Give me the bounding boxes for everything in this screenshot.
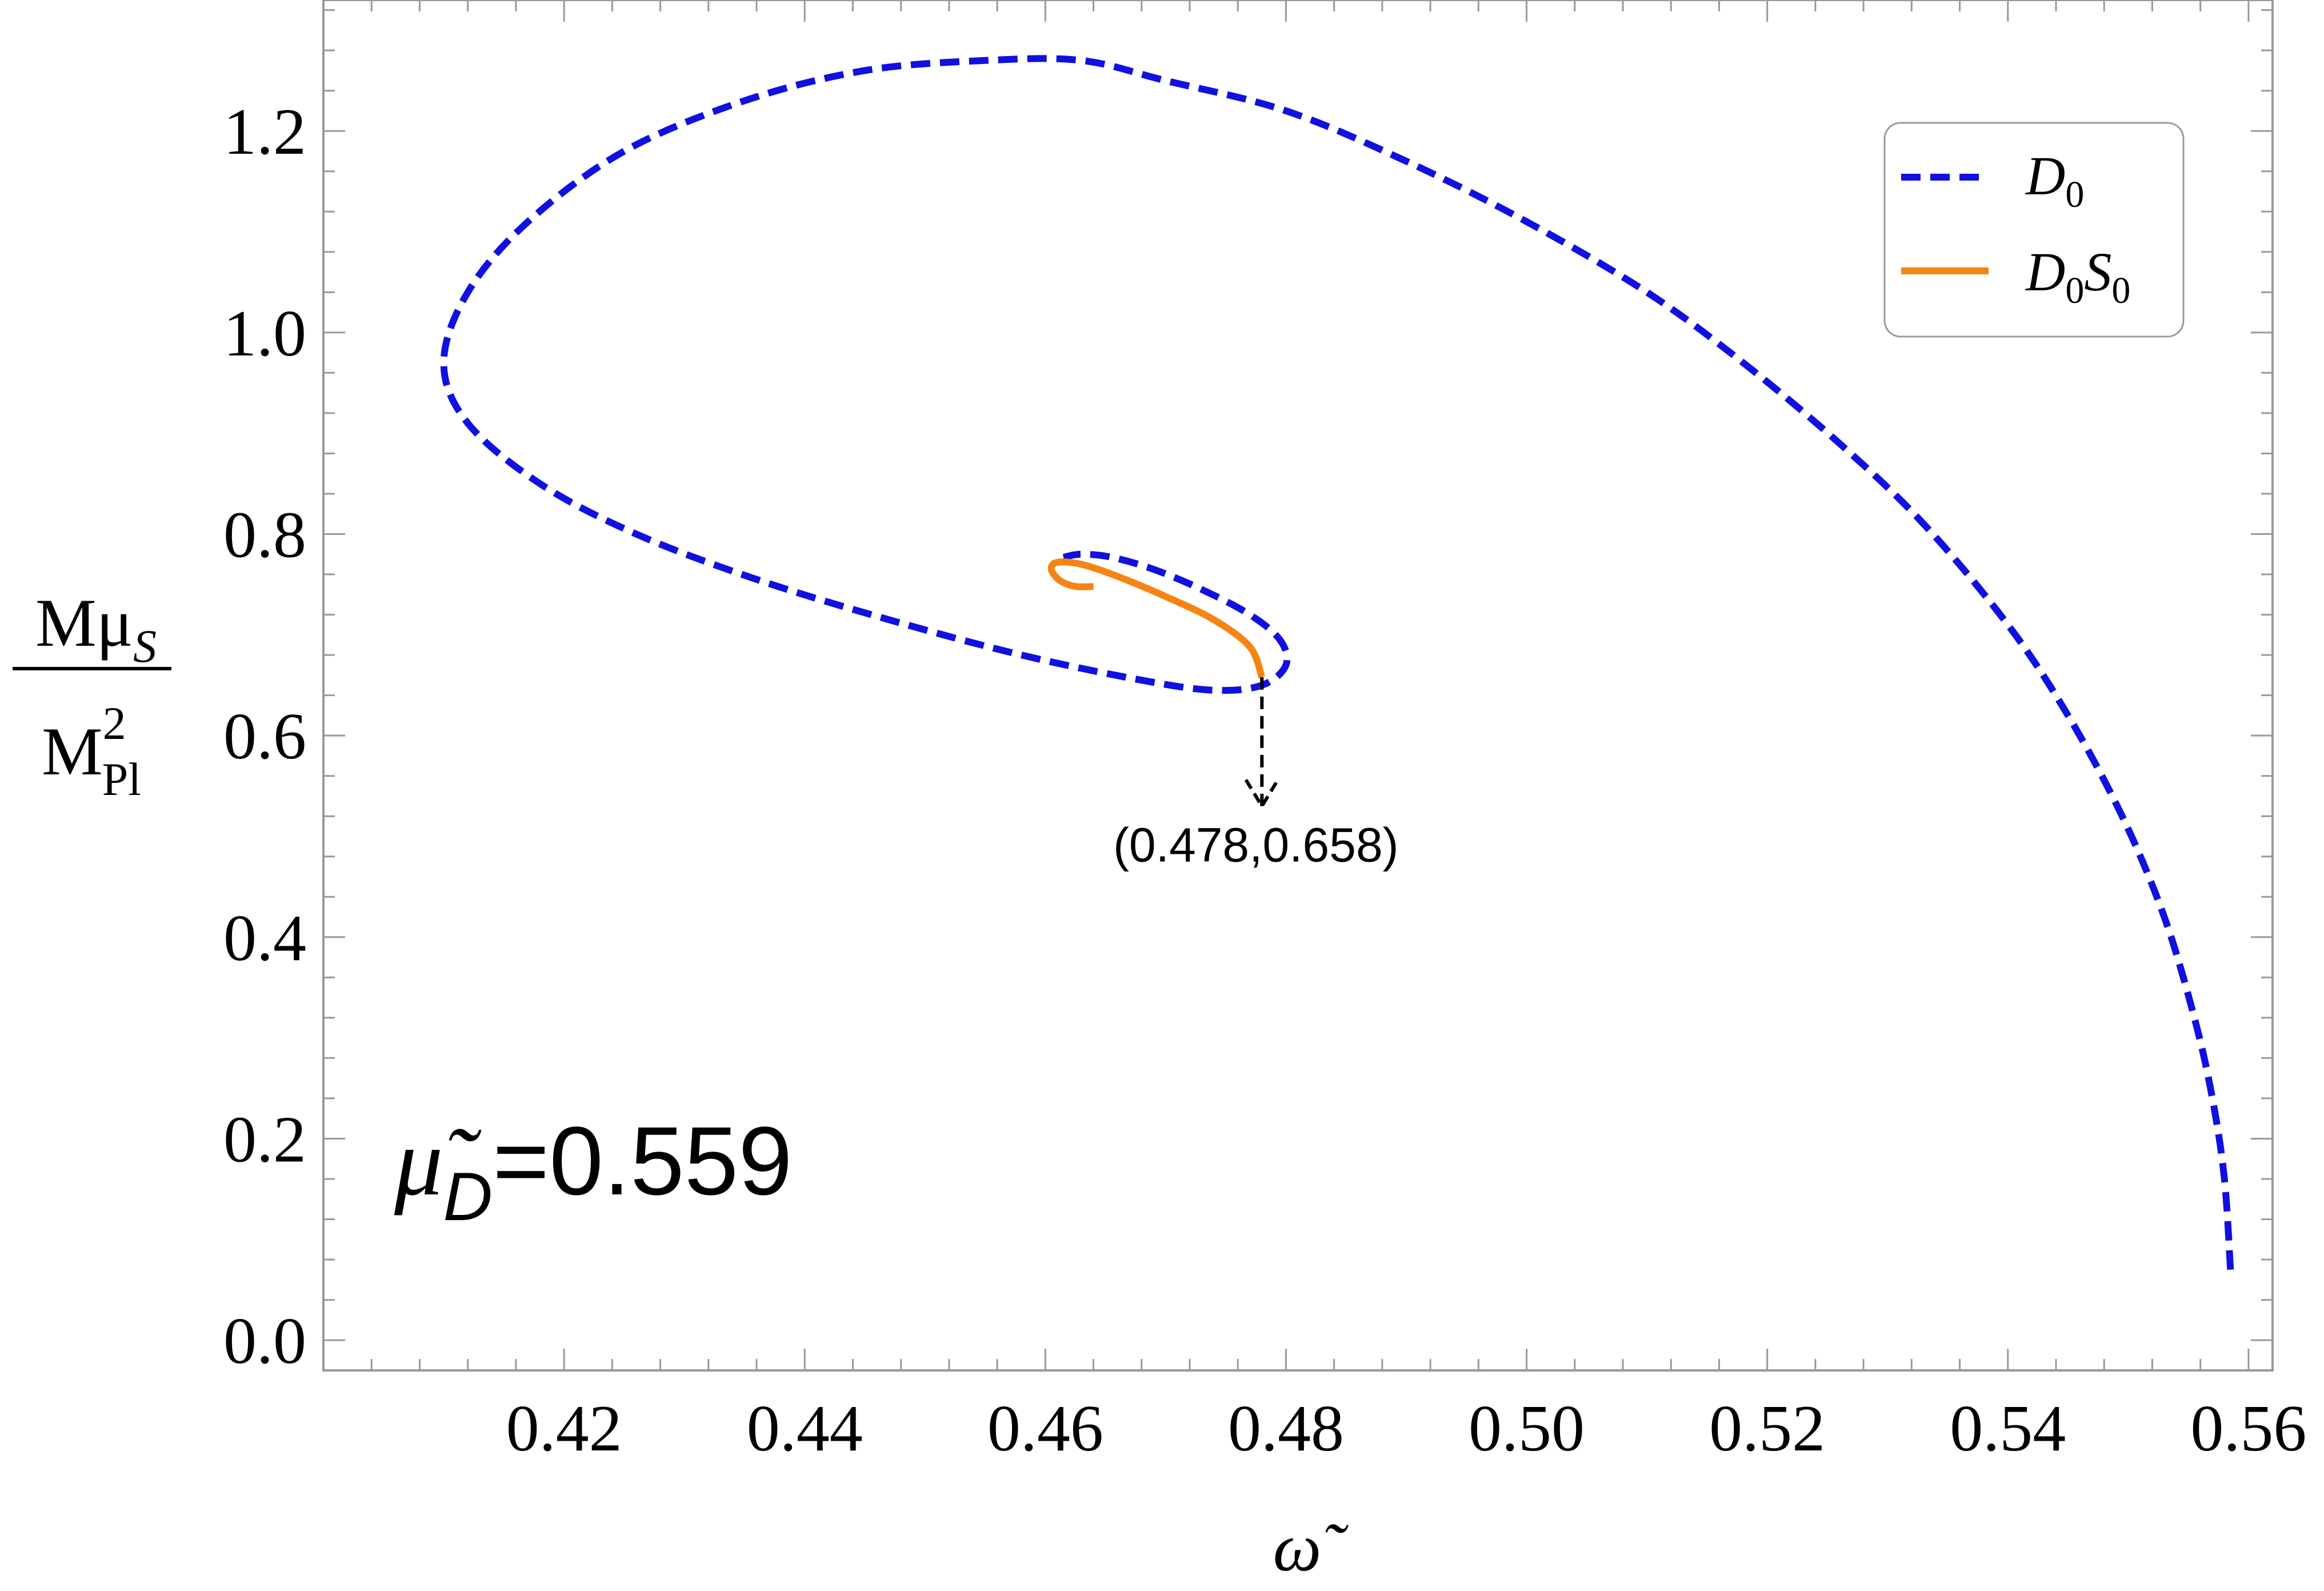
axis-ticks: [323, 0, 2273, 1370]
parameter-label: μ̃D=0.559: [394, 1107, 793, 1235]
parameter-symbol-sub: D: [443, 1158, 493, 1235]
legend-label-d0s0: D: [2025, 241, 2065, 302]
y-label-numerator-sub: S: [133, 620, 157, 672]
svg-text:D0: D0: [2025, 145, 2084, 215]
y-label-denominator: M: [42, 713, 103, 789]
series-group: [440, 55, 2234, 1270]
y-tick-label: 0.8: [223, 499, 306, 572]
series-d0-curve: [440, 55, 2234, 1270]
y-label-denominator-sub: Pl: [102, 753, 141, 805]
x-tick-label: 0.50: [1469, 1392, 1585, 1465]
legend-label-d0s0-sub2: 0: [2111, 270, 2130, 311]
svg-text:D0S0: D0S0: [2025, 241, 2130, 311]
parameter-value: =0.559: [493, 1107, 793, 1216]
legend-box: [1883, 122, 2185, 338]
legend-label-d0s0-base2: S: [2084, 241, 2111, 302]
x-tick-label: 0.54: [1950, 1392, 2066, 1465]
y-axis-label: MμS M2 Pl: [13, 585, 171, 805]
x-tick-label: 0.52: [1709, 1392, 1825, 1465]
x-tick-label: 0.44: [747, 1392, 863, 1465]
y-tick-label: 1.0: [223, 297, 306, 370]
x-tick-label: 0.42: [506, 1392, 622, 1465]
y-tick-label: 1.2: [223, 95, 306, 169]
legend-label-d0-sub: 0: [2065, 174, 2084, 215]
x-tick-label: 0.46: [987, 1392, 1103, 1465]
series-d0s0-curve: [1047, 558, 1266, 679]
y-tick-label: 0.0: [223, 1305, 306, 1378]
plot-frame: [322, 0, 2274, 1372]
annotation-label: (0.478,0.658): [1113, 818, 1399, 872]
x-tick-label: 0.48: [1228, 1392, 1344, 1465]
annotation-arrow-head: [1244, 779, 1279, 810]
y-label-denominator-sup: 2: [103, 697, 126, 749]
axis-tick-labels: 0.42 0.44 0.46 0.48 0.50 0.52 0.54 0.56 0.0 0.2 0.…: [223, 95, 2306, 1465]
svg-text:MμS: MμS: [35, 585, 157, 672]
y-tick-label: 0.2: [223, 1103, 306, 1176]
y-tick-label: 0.6: [223, 700, 306, 773]
legend-label-d0: D: [2025, 145, 2065, 206]
y-label-numerator: Mμ: [35, 585, 133, 661]
annotation-group: (0.478,0.658): [1113, 677, 1399, 872]
legend-label-d0s0-sub: 0: [2065, 270, 2084, 311]
x-tick-label: 0.56: [2190, 1392, 2306, 1465]
y-tick-label: 0.4: [223, 902, 306, 975]
legend: D0 D0S0: [1883, 122, 2185, 338]
